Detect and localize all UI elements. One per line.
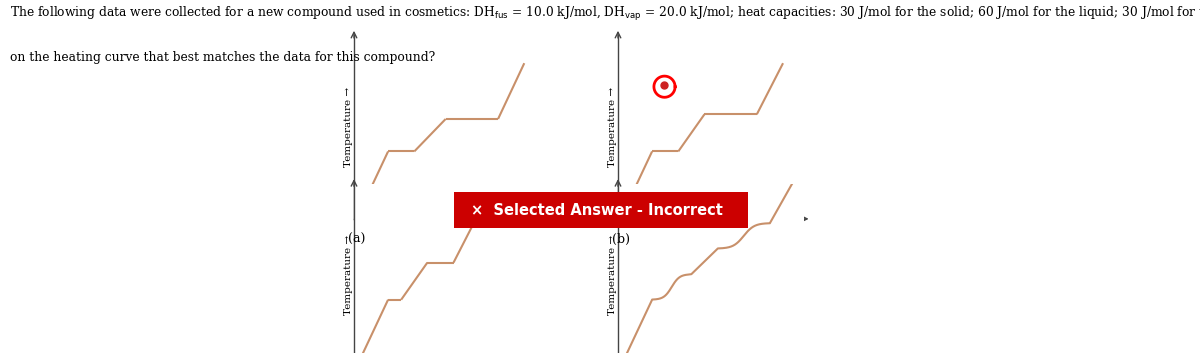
Text: The following data were collected for a new compound used in cosmetics: DH$_{\rm: The following data were collected for a … bbox=[10, 5, 1200, 23]
Y-axis label: Temperature →: Temperature → bbox=[343, 87, 353, 167]
Y-axis label: Temperature →: Temperature → bbox=[607, 87, 617, 167]
X-axis label: Heat supplied →: Heat supplied → bbox=[668, 220, 754, 229]
Y-axis label: Temperature →: Temperature → bbox=[607, 235, 617, 315]
Y-axis label: Temperature →: Temperature → bbox=[343, 235, 353, 315]
Text: (b): (b) bbox=[612, 233, 630, 246]
X-axis label: Heat supplied →: Heat supplied → bbox=[404, 220, 490, 229]
Text: ×  Selected Answer - Incorrect: × Selected Answer - Incorrect bbox=[472, 203, 724, 217]
Text: (a): (a) bbox=[348, 233, 365, 246]
Text: on the heating curve that best matches the data for this compound?: on the heating curve that best matches t… bbox=[10, 51, 434, 64]
